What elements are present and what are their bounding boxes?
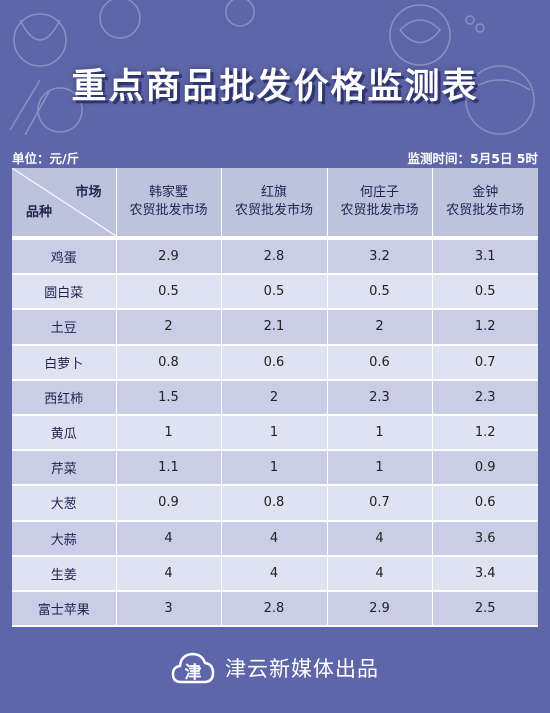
price-cell: 1.5 [116, 379, 222, 416]
price-cell: 0.6 [432, 485, 538, 522]
market-type: 农贸批发市场 [340, 203, 419, 218]
price-cell: 4 [327, 520, 433, 557]
market-type: 农贸批发市场 [129, 203, 208, 218]
monitor-time: 监测时间：5月5日 5时 [407, 151, 538, 166]
price-cell: 1.1 [116, 450, 222, 487]
price-cell: 3.2 [327, 238, 433, 276]
unit-label: 单位：元/斤 [12, 151, 80, 166]
item-name: 生姜 [12, 555, 117, 592]
price-cell: 4 [116, 520, 222, 557]
price-cell: 0.5 [327, 274, 433, 311]
column-header: 红旗 农贸批发市场 [221, 168, 328, 240]
table-row: 西红柿 1.5 2 2.3 2.3 [12, 379, 538, 416]
cloud-logo-icon: 津 [171, 652, 215, 684]
corner-market-label: 市场 [75, 185, 102, 200]
table-row: 大蒜 4 4 4 3.6 [12, 520, 538, 557]
price-cell: 4 [221, 555, 328, 592]
corner-header: 市场 品种 [12, 168, 117, 240]
item-name: 芹菜 [12, 450, 117, 487]
column-header: 金钟 农贸批发市场 [432, 168, 538, 240]
market-name: 韩家墅 [148, 185, 188, 200]
price-cell: 0.5 [116, 274, 222, 311]
table-header-row: 市场 品种 韩家墅 农贸批发市场 红旗 农贸批发市场 何庄子 农贸批发市场 金钟 [12, 168, 538, 240]
price-cell: 0.9 [116, 485, 222, 522]
price-cell: 2.8 [221, 590, 328, 628]
price-cell: 4 [221, 520, 328, 557]
price-cell: 0.8 [221, 485, 328, 522]
price-cell: 2.5 [432, 590, 538, 628]
price-cell: 2.9 [116, 238, 222, 276]
item-name: 大葱 [12, 485, 117, 522]
item-name: 白萝卜 [12, 344, 117, 381]
price-cell: 0.7 [432, 344, 538, 381]
vegetable-illustration [9, 0, 535, 136]
table-row: 富士苹果 3 2.8 2.9 2.5 [12, 590, 538, 628]
market-name: 红旗 [260, 185, 287, 200]
table-row: 黄瓜 1 1 1 1.2 [12, 414, 538, 452]
price-cell: 1 [327, 414, 433, 452]
price-cell: 2.8 [221, 238, 328, 276]
price-cell: 1 [221, 414, 328, 452]
market-type: 农贸批发市场 [446, 203, 525, 218]
market-name: 金钟 [472, 185, 499, 200]
column-header: 何庄子 农贸批发市场 [327, 168, 433, 240]
price-cell: 1 [116, 414, 222, 452]
price-cell: 2.3 [432, 379, 538, 416]
table-row: 大葱 0.9 0.8 0.7 0.6 [12, 485, 538, 522]
table-row: 白萝卜 0.8 0.6 0.6 0.7 [12, 344, 538, 381]
price-cell: 4 [327, 555, 433, 592]
market-name: 何庄子 [359, 185, 399, 200]
table-row: 生姜 4 4 4 3.4 [12, 555, 538, 592]
price-cell: 2.9 [327, 590, 433, 628]
price-cell: 0.5 [221, 274, 328, 311]
page-title: 重点商品批发价格监测表 [71, 67, 479, 107]
price-cell: 0.7 [327, 485, 433, 522]
price-cell: 3.6 [432, 520, 538, 557]
corner-item-label: 品种 [26, 205, 53, 220]
logo-char: 津 [185, 662, 202, 683]
table-row: 鸡蛋 2.9 2.8 3.2 3.1 [12, 238, 538, 276]
price-table: 市场 品种 韩家墅 农贸批发市场 红旗 农贸批发市场 何庄子 农贸批发市场 金钟 [12, 168, 538, 628]
price-cell: 4 [116, 555, 222, 592]
market-type: 农贸批发市场 [234, 203, 313, 218]
table-row: 圆白菜 0.5 0.5 0.5 0.5 [12, 274, 538, 311]
table-row: 芹菜 1.1 1 1 0.9 [12, 450, 538, 487]
item-name: 圆白菜 [12, 274, 117, 311]
table-row: 土豆 2 2.1 2 1.2 [12, 309, 538, 346]
corner-diagonal [12, 168, 114, 234]
price-cell: 0.6 [327, 344, 433, 381]
price-cell: 1.2 [432, 414, 538, 452]
price-cell: 0.6 [221, 344, 328, 381]
item-name: 西红柿 [12, 379, 117, 416]
price-cell: 0.9 [432, 450, 538, 487]
item-name: 黄瓜 [12, 414, 117, 452]
price-cell: 2.3 [327, 379, 433, 416]
price-cell: 2 [221, 379, 328, 416]
item-name: 鸡蛋 [12, 238, 117, 276]
price-cell: 0.5 [432, 274, 538, 311]
price-cell: 3 [116, 590, 222, 628]
price-cell: 0.8 [116, 344, 222, 381]
footer-credit: 津云新媒体出品 [225, 657, 379, 681]
price-cell: 2.1 [221, 309, 328, 346]
price-cell: 3.4 [432, 555, 538, 592]
item-name: 大蒜 [12, 520, 117, 557]
price-cell: 1.2 [432, 309, 538, 346]
price-cell: 3.1 [432, 238, 538, 276]
price-cell: 2 [327, 309, 433, 346]
footer: 津 津云新媒体出品 [0, 646, 550, 690]
price-cell: 1 [221, 450, 328, 487]
price-cell: 1 [327, 450, 433, 487]
item-name: 土豆 [12, 309, 117, 346]
item-name: 富士苹果 [12, 590, 117, 628]
price-cell: 2 [116, 309, 222, 346]
column-header: 韩家墅 农贸批发市场 [116, 168, 222, 240]
